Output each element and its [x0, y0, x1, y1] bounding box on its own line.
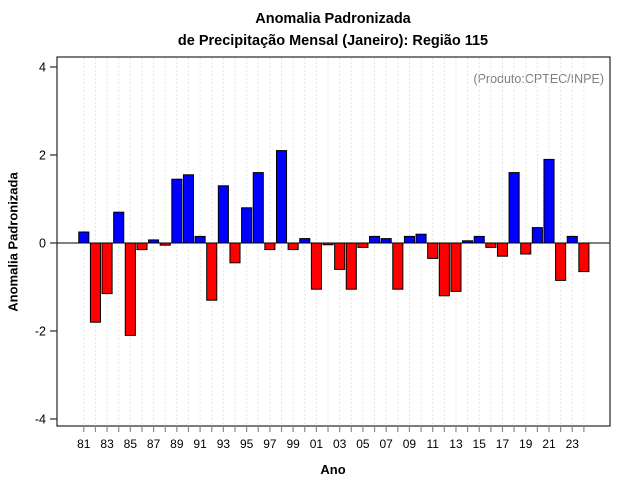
chart-title-line-1: Anomalia Padronizada: [255, 11, 411, 27]
bar-98: [275, 150, 288, 244]
bar-21: [543, 158, 555, 244]
bar-07: [380, 238, 392, 244]
bar-16: [485, 242, 497, 248]
y-tick-label-4: 4: [39, 61, 46, 75]
bar-14: [462, 240, 474, 244]
bar-08: [392, 242, 404, 290]
x-tick-label-09: 09: [403, 437, 417, 451]
bar-09: [403, 235, 415, 244]
bar-96: [252, 172, 264, 244]
bar-92: [206, 242, 218, 301]
bar-90: [182, 174, 195, 244]
plot-frame: [56, 56, 611, 427]
bar-91: [194, 235, 206, 244]
bar-82: [89, 242, 101, 323]
x-tick-label-05: 05: [356, 437, 370, 451]
x-tick-label-97: 97: [263, 437, 277, 451]
bar-15: [473, 235, 485, 244]
bar-11: [427, 242, 439, 259]
bar-18: [508, 172, 520, 244]
gridlines: [83, 58, 585, 425]
bar-02: [322, 242, 334, 246]
bar-05: [357, 242, 369, 248]
bar-94: [229, 242, 241, 264]
bar-22: [555, 242, 567, 281]
x-tick-label-83: 83: [100, 437, 114, 451]
bar-99: [287, 242, 299, 251]
bar-03: [334, 242, 346, 270]
bar-88: [159, 242, 171, 246]
x-tick-label-81: 81: [77, 437, 91, 451]
y-tick-label--2: -2: [35, 325, 46, 339]
bar-83: [101, 242, 113, 295]
bar-93: [217, 185, 229, 244]
bar-84: [113, 211, 125, 244]
bar-01: [310, 242, 322, 290]
bars: [78, 150, 590, 336]
bar-06: [369, 235, 381, 244]
x-tick-label-23: 23: [566, 437, 580, 451]
bar-10: [415, 233, 427, 244]
bar-13: [450, 242, 462, 292]
x-tick-label-17: 17: [496, 437, 510, 451]
bar-19: [520, 242, 532, 255]
x-tick-label-03: 03: [333, 437, 347, 451]
x-tick-label-01: 01: [310, 437, 324, 451]
bar-89: [171, 178, 183, 244]
x-tick-label-93: 93: [217, 437, 231, 451]
x-tick-label-15: 15: [473, 437, 487, 451]
chart-title: Anomalia Padronizada de Precipitação Men…: [178, 8, 488, 52]
bar-24: [578, 242, 590, 273]
x-tick-label-85: 85: [124, 437, 138, 451]
bar-17: [496, 242, 509, 257]
x-tick-label-87: 87: [147, 437, 161, 451]
x-tick-label-95: 95: [240, 437, 254, 451]
x-tick-label-11: 11: [426, 437, 439, 451]
bar-87: [148, 239, 160, 244]
x-tick-label-21: 21: [542, 437, 556, 451]
x-axis-ticks: 81 83 85 87 89 91 93 95 97 99 01 03 05 07 09 11 13 15 17 19…: [77, 426, 585, 451]
source-annotation: (Produto:CPTEC/INPE): [473, 72, 604, 86]
x-axis-label: Ano: [320, 462, 346, 477]
bar-86: [136, 242, 148, 251]
y-axis-ticks: 4 2 0 -2 -4: [35, 61, 57, 427]
x-tick-label-99: 99: [286, 437, 300, 451]
chart-title-line-2: de Precipitação Mensal (Janeiro): Região…: [177, 33, 489, 49]
y-tick-label--4: -4: [35, 413, 46, 427]
bar-85: [124, 242, 136, 336]
bar-12: [438, 242, 450, 297]
bar-23: [566, 235, 578, 244]
x-tick-label-91: 91: [193, 437, 207, 451]
bar-95: [241, 207, 253, 244]
bar-04: [345, 242, 357, 290]
x-tick-label-07: 07: [380, 437, 394, 451]
bar-20: [531, 227, 543, 244]
x-tick-label-19: 19: [519, 437, 533, 451]
x-tick-label-13: 13: [449, 437, 463, 451]
y-tick-label-2: 2: [39, 149, 46, 163]
x-tick-label-89: 89: [170, 437, 184, 451]
bar-00: [299, 238, 311, 244]
y-tick-label-0: 0: [39, 237, 46, 251]
bar-97: [264, 242, 276, 251]
bar-81: [78, 231, 90, 244]
